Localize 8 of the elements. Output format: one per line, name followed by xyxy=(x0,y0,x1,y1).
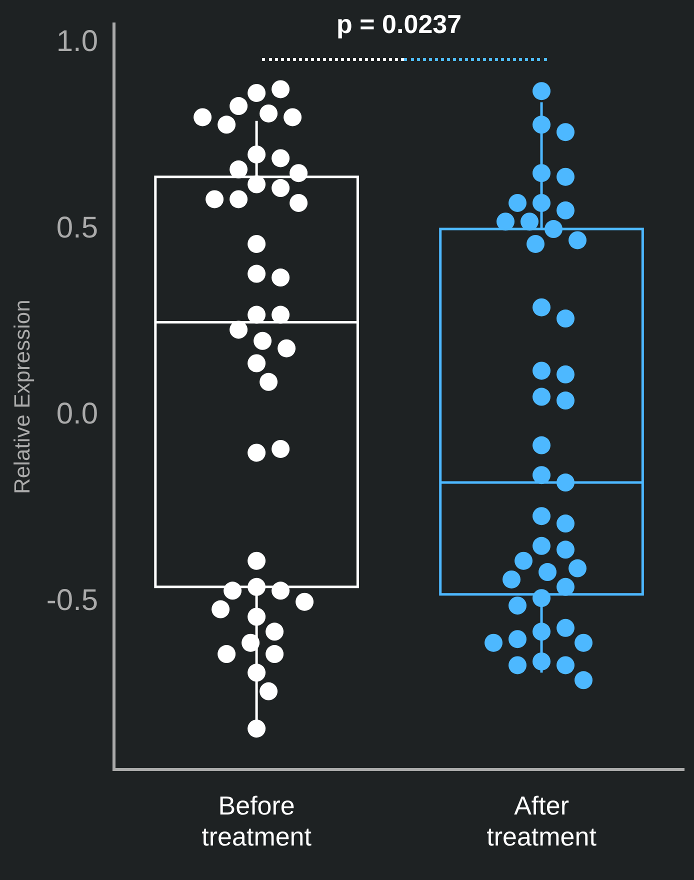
x-tick-label: Before treatment xyxy=(202,790,312,852)
x-tick-label: After treatment xyxy=(486,790,598,852)
annotation: p = 0.0237 xyxy=(336,9,462,40)
y-tick-label: 0.0 xyxy=(56,398,98,431)
y-tick-label: 0.5 xyxy=(56,211,98,244)
y-axis-title: Relative Expression xyxy=(9,300,34,494)
y-tick-label: 1.0 xyxy=(56,24,98,58)
y-tick-label: -0.5 xyxy=(46,584,98,618)
